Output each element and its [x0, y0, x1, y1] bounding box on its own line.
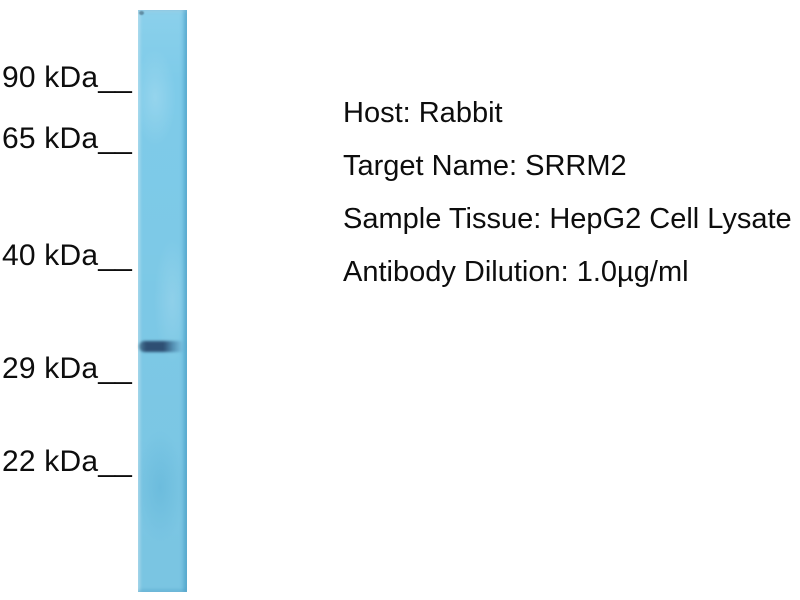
info-target-name: Target Name: SRRM2 [343, 150, 627, 182]
info-sample-tissue: Sample Tissue: HepG2 Cell Lysate [343, 203, 792, 235]
info-host: Host: Rabbit [343, 97, 503, 129]
marker-90kda: 90 kDa__ [2, 61, 133, 94]
blot-lane [138, 10, 187, 592]
annotation-block: Host: Rabbit Target Name: SRRM2 Sample T… [343, 96, 792, 308]
marker-65kda: 65 kDa__ [2, 122, 133, 155]
info-antibody-dilution: Antibody Dilution: 1.0µg/ml [343, 256, 689, 288]
protein-band [139, 341, 186, 352]
marker-22kda: 22 kDa__ [2, 445, 133, 478]
marker-29kda: 29 kDa__ [2, 352, 133, 385]
marker-40kda: 40 kDa__ [2, 239, 133, 272]
